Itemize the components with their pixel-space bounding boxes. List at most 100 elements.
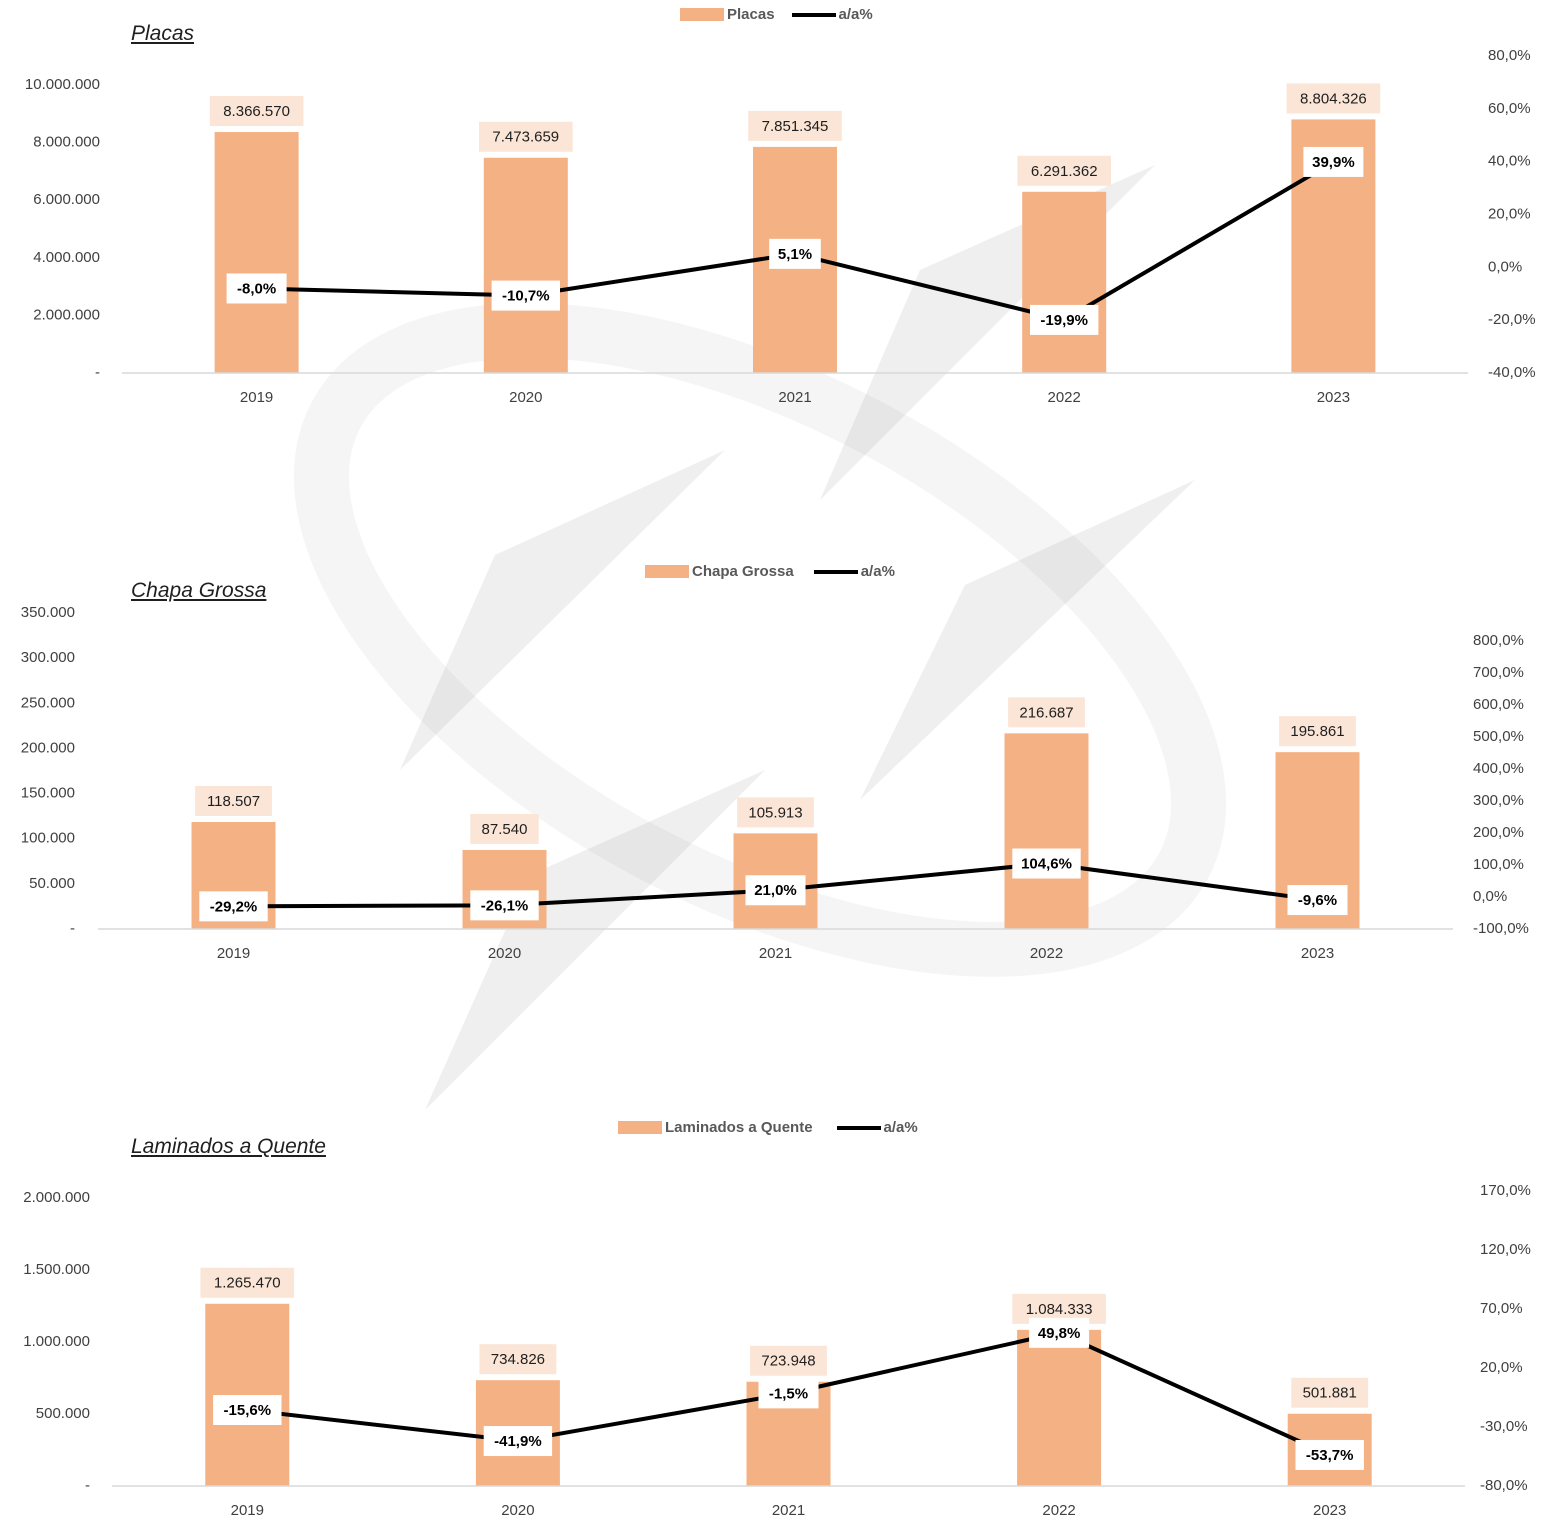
line-data-label-bg: [769, 238, 821, 269]
line-data-label: -8,0%: [237, 280, 276, 297]
bar: [1017, 1329, 1102, 1486]
line-data-label: -53,7%: [1306, 1447, 1354, 1464]
line-data-label: 49,8%: [1038, 1325, 1081, 1342]
y-right-tick-label: 40,0%: [1488, 153, 1531, 170]
bar-data-label: 8.804.326: [1300, 90, 1367, 107]
line-data-label-bg: [226, 273, 287, 304]
y-right-tick-label: -100,0%: [1473, 920, 1529, 937]
line-data-label-bg: [1295, 1439, 1364, 1470]
y-right-tick-label: 20,0%: [1480, 1359, 1523, 1376]
line-data-label: -41,9%: [494, 1433, 542, 1450]
chart-laminados-a-quente: Laminados a Quente Laminados a Quente a/…: [0, 1112, 1548, 1522]
line-data-label: 104,6%: [1021, 855, 1072, 872]
y-left-tick-label: 100.000: [21, 830, 75, 847]
legend-line-label: a/a%: [838, 6, 873, 23]
line-data-label-bg: [483, 1426, 553, 1457]
line-data-label: -1,5%: [769, 1385, 808, 1402]
y-left-tick-label: -: [70, 920, 75, 937]
bar: [205, 1303, 290, 1486]
legend-bar-swatch: [680, 8, 724, 21]
bar-data-label-bg: [1286, 83, 1381, 114]
bar-data-label-bg: [750, 1345, 827, 1376]
bar-data-label: 6.291.362: [1031, 163, 1098, 180]
y-right-tick-label: 100,0%: [1473, 856, 1524, 873]
bar-data-label: 7.473.659: [492, 129, 559, 146]
y-left-tick-label: 500.000: [36, 1405, 90, 1422]
bar-data-label-bg: [1017, 155, 1111, 186]
line-data-label-bg: [1303, 146, 1364, 177]
line-data-label: -9,6%: [1298, 892, 1337, 909]
legend-bar-label: Laminados a Quente: [665, 1119, 813, 1136]
line-data-label-bg: [745, 875, 806, 906]
chart-title: Placas: [131, 22, 195, 45]
y-left-tick-label: 350.000: [21, 604, 75, 621]
bar-data-label-bg: [479, 1344, 557, 1375]
y-left-tick-label: 4.000.000: [33, 249, 100, 266]
y-left-tick-label: 300.000: [21, 649, 75, 666]
x-tick-label: 2022: [1042, 1502, 1075, 1519]
bar-data-label-bg: [470, 813, 539, 844]
line-data-label: -26,1%: [481, 897, 529, 914]
bar-data-label: 195.861: [1290, 723, 1344, 740]
legend-bar-swatch: [645, 565, 689, 578]
chart-legend: Chapa Grossa a/a%: [645, 563, 895, 580]
y-right-tick-label: -40,0%: [1488, 364, 1536, 381]
y-right-tick-label: 60,0%: [1488, 100, 1531, 117]
line-data-label: -15,6%: [224, 1402, 272, 1419]
line-data-label: -10,7%: [502, 288, 550, 305]
y-right-tick-label: 300,0%: [1473, 792, 1524, 809]
line-data-label-bg: [470, 890, 539, 921]
y-right-tick-label: 800,0%: [1473, 632, 1524, 649]
bar-data-label-bg: [1008, 697, 1085, 728]
line-data-label-bg: [199, 891, 268, 922]
x-tick-label: 2022: [1048, 389, 1081, 406]
bar-data-label: 118.507: [207, 793, 260, 810]
y-right-tick-label: 200,0%: [1473, 824, 1524, 841]
legend-bar-swatch: [618, 1121, 662, 1134]
chart-title: Chapa Grossa: [131, 579, 267, 602]
bar-data-label-bg: [200, 1267, 295, 1298]
chart-plot: - 50.000 100.000 150.000 200.000 250.000 300.0…: [21, 604, 1529, 962]
bar-data-label: 87.540: [482, 821, 528, 838]
chart-plot: - 2.000.000 4.000.000 6.000.000 8.000.000 10.…: [25, 47, 1536, 406]
y-left-tick-label: 6.000.000: [33, 191, 100, 208]
bar: [483, 157, 568, 373]
y-left-tick-label: 200.000: [21, 739, 75, 756]
line-data-label-bg: [1029, 1317, 1090, 1348]
y-right-tick-label: 600,0%: [1473, 696, 1524, 713]
legend-bar-label: Placas: [727, 6, 775, 23]
y-left-tick-label: -: [95, 364, 100, 381]
line-data-label: 5,1%: [778, 246, 812, 263]
bar-data-label-bg: [737, 797, 814, 828]
y-left-tick-label: 10.000.000: [25, 76, 100, 93]
bar-data-label-bg: [1291, 1377, 1369, 1408]
legend-bar-label: Chapa Grossa: [692, 563, 794, 580]
bar: [1004, 733, 1089, 929]
bar-data-label: 1.084.333: [1026, 1301, 1093, 1318]
chart-legend: Placas a/a%: [680, 6, 873, 23]
x-tick-label: 2023: [1301, 945, 1334, 962]
y-right-tick-label: 0,0%: [1488, 258, 1522, 275]
bar-data-label: 734.826: [491, 1351, 545, 1368]
x-tick-label: 2019: [240, 389, 273, 406]
line-data-label: -29,2%: [210, 898, 258, 915]
bar-data-label: 7.851.345: [762, 118, 829, 135]
line-data-label: 39,9%: [1312, 154, 1355, 171]
line-data-label-bg: [491, 280, 560, 311]
line-data-label-bg: [213, 1395, 282, 1426]
y-right-tick-label: 0,0%: [1473, 888, 1507, 905]
legend-line-swatch: [836, 1125, 881, 1130]
y-right-tick-label: -20,0%: [1488, 311, 1536, 328]
bar-data-label-bg: [479, 121, 573, 152]
bar: [1022, 191, 1107, 373]
y-left-tick-label: -: [85, 1477, 90, 1494]
y-left-tick-label: 150.000: [21, 785, 75, 802]
chart-title: Laminados a Quente: [131, 1135, 326, 1158]
y-right-tick-label: 20,0%: [1488, 205, 1531, 222]
bar-data-label-bg: [209, 96, 304, 127]
line-data-label-bg: [1287, 885, 1348, 916]
legend-line-swatch: [813, 569, 858, 574]
bar-data-label-bg: [748, 110, 842, 141]
